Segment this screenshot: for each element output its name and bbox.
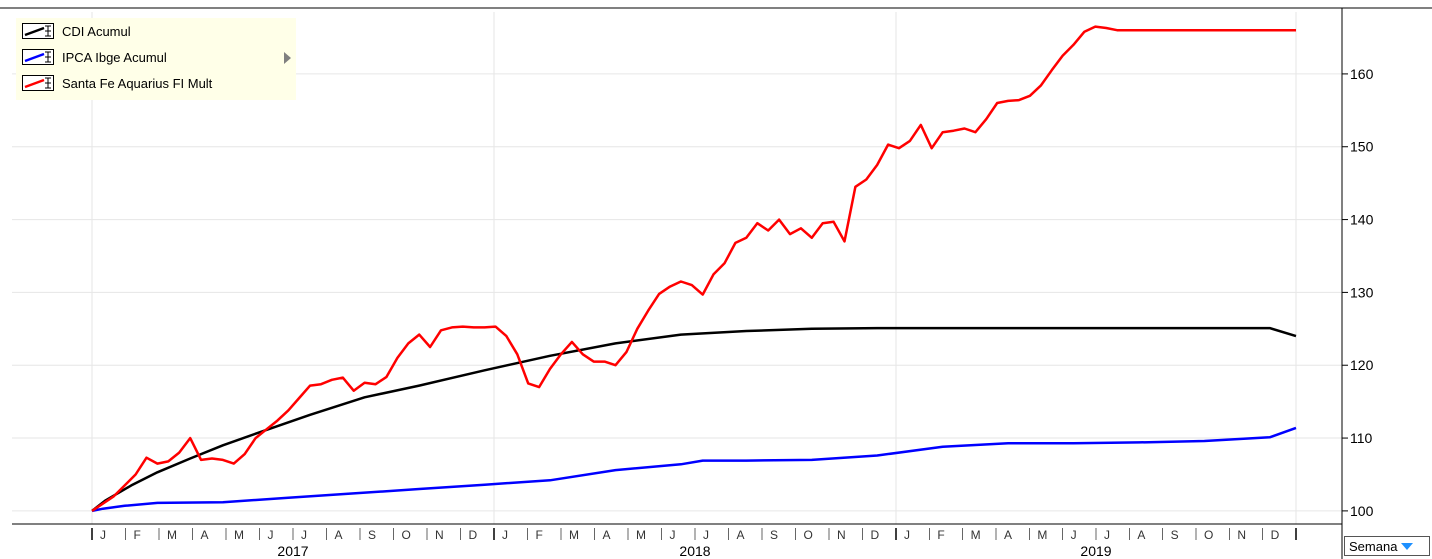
x-month-label: J [670, 528, 676, 542]
series-layer [91, 25, 1297, 513]
x-month-label: O [804, 528, 813, 542]
x-month-label: N [837, 528, 846, 542]
x-month-label: M [234, 528, 244, 542]
x-month-label: A [603, 528, 611, 542]
x-month-label: J [100, 528, 106, 542]
legend: CDI Acumul IPCA Ibge Acumul Santa Fe Aqu… [16, 18, 296, 100]
legend-swatch-santa-fe [22, 75, 54, 91]
x-month-label: S [770, 528, 778, 542]
x-month-label: J [268, 528, 274, 542]
legend-item-ipca[interactable]: IPCA Ibge Acumul [22, 46, 167, 68]
x-month-label: A [1137, 528, 1145, 542]
x-month-label: F [536, 528, 543, 542]
x-month-label: F [134, 528, 141, 542]
legend-label-ipca: IPCA Ibge Acumul [62, 49, 167, 65]
x-month-label: N [435, 528, 444, 542]
x-month-label: J [703, 528, 709, 542]
legend-label-santa-fe: Santa Fe Aquarius FI Mult [62, 75, 213, 91]
x-month-label: S [1171, 528, 1179, 542]
legend-expand-arrow-icon[interactable] [284, 52, 291, 64]
x-month-label: M [1037, 528, 1047, 542]
x-month-label: D [1271, 528, 1280, 542]
series-line-cdi [91, 326, 1297, 512]
period-selector[interactable]: Semana [1344, 536, 1430, 556]
period-selector-label: Semana [1349, 538, 1398, 554]
chevron-down-icon [1401, 542, 1414, 550]
x-month-label: M [569, 528, 579, 542]
x-year-label: 2017 [277, 543, 308, 559]
x-month-label: J [904, 528, 910, 542]
x-month-label: O [1204, 528, 1213, 542]
y-tick-label: 130 [1350, 284, 1374, 300]
legend-item-santa-fe[interactable]: Santa Fe Aquarius FI Mult [22, 72, 212, 94]
y-tick-label: 140 [1350, 212, 1374, 228]
y-tick-label: 120 [1350, 357, 1374, 373]
x-month-label: J [1104, 528, 1110, 542]
x-month-label: N [1237, 528, 1246, 542]
x-month-label: M [636, 528, 646, 542]
x-year-label: 2019 [1080, 543, 1111, 559]
y-tick-label: 100 [1350, 503, 1374, 519]
x-month-label: S [368, 528, 376, 542]
legend-swatch-ipca [22, 49, 54, 65]
x-year-label: 2018 [679, 543, 710, 559]
x-month-label: A [201, 528, 209, 542]
x-month-label: M [971, 528, 981, 542]
x-month-label: A [335, 528, 343, 542]
legend-swatch-cdi [22, 23, 54, 39]
x-month-label: J [301, 528, 307, 542]
x-month-label: D [469, 528, 478, 542]
series-line-ipca [91, 426, 1297, 513]
legend-item-cdi[interactable]: CDI Acumul [22, 20, 131, 42]
y-tick-label: 150 [1350, 139, 1374, 155]
x-month-label: A [737, 528, 745, 542]
x-month-label: A [1004, 528, 1012, 542]
y-tick-label: 110 [1350, 430, 1373, 446]
y-tick-label: 160 [1350, 66, 1374, 82]
x-month-label: J [502, 528, 508, 542]
y-axis-ticks: 100 110 120 130 140 150 160 [1342, 66, 1374, 519]
x-month-label: M [167, 528, 177, 542]
axes [0, 7, 1432, 559]
x-month-label: O [402, 528, 411, 542]
x-month-label: D [871, 528, 880, 542]
x-month-label: F [937, 528, 944, 542]
x-month-label: J [1071, 528, 1077, 542]
legend-label-cdi: CDI Acumul [62, 23, 131, 39]
series-line-santa-fe [91, 25, 1296, 512]
